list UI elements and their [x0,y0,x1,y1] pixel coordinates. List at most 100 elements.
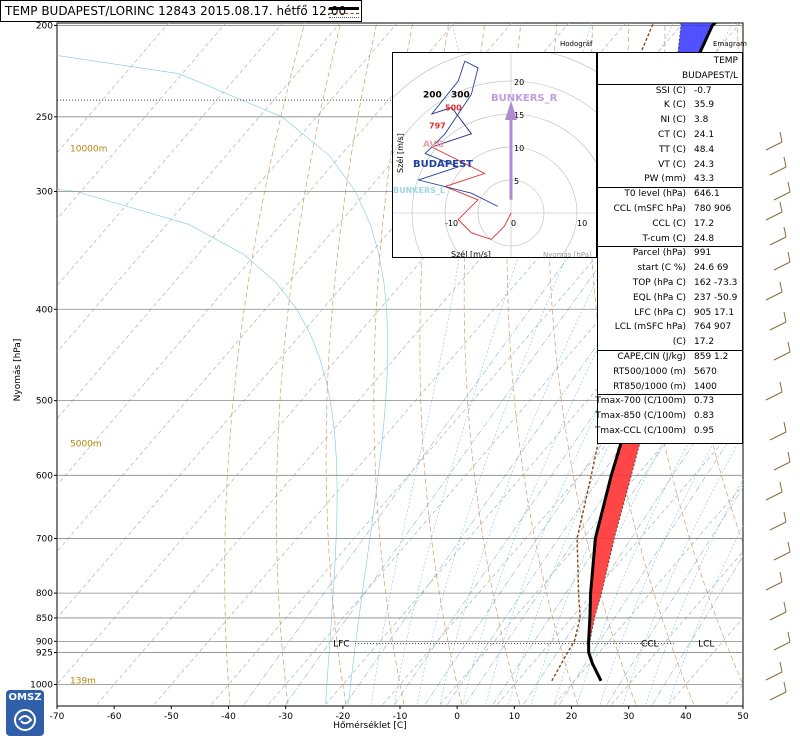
wind-barb [773,631,791,651]
wind-barb [773,251,791,271]
isotherm-line [96,23,684,705]
table-row-value: 991 [694,248,712,259]
table-row-value: 5670 [694,366,717,377]
wind-barb [765,571,783,591]
table-row-label: VT (C) [658,159,686,170]
table-row-label: TOP (hPa C) [632,278,686,288]
dry-adiabat [224,23,306,705]
hodograph-300-label: 300 [451,91,470,101]
table-row: SSI (C) -0.7 [598,85,742,99]
hodograph-tick-label: 0 [511,219,516,228]
table-row-value: 17.2 [694,218,715,229]
table-row-label: CAPE,CIN (J/kg) [617,352,686,362]
table-row: Tmax-CCL (C/100m) 0.95 [594,425,742,439]
table-row-label: Tmax-700 (C/100m) [595,396,686,407]
table-row: PW (mm) 43.3 [598,173,742,187]
mixing-ratio-line [345,139,743,705]
bunkers-arrow-head [505,100,517,120]
table-row: start (C %) 24.6 69 [598,262,742,276]
table-row-value: 1400 [694,381,717,392]
x-tick-label: -40 [221,712,236,722]
table-row-value: 780 906 [694,204,732,214]
table-row-label: Parcel (hPa) [632,248,686,259]
table-row-label: EQL (hPa C) [632,292,686,303]
table-separator [598,394,742,396]
table-row-value: 3.8 [694,115,709,126]
isotherm-line [153,23,741,705]
hodograph-tick-label: 10 [577,219,587,228]
table-row-value: 0.73 [694,396,715,407]
x-tick-label: -20 [335,712,350,722]
height-label: 139m [70,676,96,686]
table-row: TT (C) 48.4 [598,144,742,158]
table-row-label: TEMP [713,56,738,66]
x-tick-label: -50 [164,712,179,722]
dry-adiabat [276,23,342,705]
x-axis-label: Hőmérséklet [C] [333,720,406,731]
y-tick-label: 200 [36,21,53,31]
table-row: Tmax-850 (C/100m) 0.83 [595,410,742,424]
isotherm-line [325,218,743,705]
table-row: Tmax-700 (C/100m) 0.73 [595,395,742,409]
dry-adiabat [325,23,378,705]
cape-area [588,94,690,645]
stability-index-table: TEMP BUDAPEST/L SSI (C) -0.7 K (C) 35.9 NI (C)… [594,52,743,444]
wind-barb [769,511,787,531]
table-row-label: start (C %) [637,263,686,274]
table-separator [598,246,742,248]
table-row-label: LFC (hPa C) [634,307,686,318]
lfc-label: LFC [333,640,349,650]
ccl-label: CCL [641,640,659,650]
logo-text: OMSZ [8,692,42,703]
wind-barb [773,451,791,471]
hodograph-y-label: Szél [m/s] [395,133,405,173]
table-row-label: CCL (mSFC hPa) [613,204,686,214]
wind-barb [769,421,787,441]
y-tick-label: 700 [36,534,53,544]
table-separator [598,187,742,189]
table-row: RT500/1000 (m) 5670 [598,366,742,380]
wind-barb [765,481,783,501]
lcl-label: LCL [698,640,714,650]
x-tick-label: 20 [566,712,578,722]
hodograph-500-label: 500 [445,104,462,113]
hodograph-panel: 20 15 10 5 -10 0 10 Szél [m/s] Szél [m/s] Nyomás … [345,47,677,379]
x-tick-label: 50 [737,712,749,722]
mixing-ratio-line [523,368,743,705]
table-row: CAPE,CIN (J/kg) 859 1.2 [598,351,742,365]
table-row-value: 162 -73.3 [694,278,738,288]
table-row: TEMP [598,55,742,69]
isotherm-line [554,484,743,705]
table-separator [598,83,742,85]
isotherm-line [57,23,570,619]
table-row-value: -0.7 [694,85,712,96]
x-tick-label: 30 [623,712,635,722]
table-row-value: 237 -50.9 [694,292,738,303]
table-row: NI (C) 3.8 [598,114,742,128]
hodograph-avg-label: AVG [423,140,444,150]
isotherm-line [57,23,512,553]
y-tick-label: 600 [36,471,53,481]
x-tick-label: -60 [107,712,122,722]
hodograph-tick-label: 10 [514,144,524,153]
table-row-value: 24.8 [694,233,715,244]
table-row-label: K (C) [663,100,686,111]
table-row-value: 0.95 [694,426,715,436]
table-separator [598,350,742,351]
table-row: RT850/1000 (m) 1400 [598,381,742,395]
table-row: K (C) 35.9 [598,99,742,113]
table-row-label: Tmax-CCL (C/100m) [594,426,686,436]
wind-barb [769,681,787,701]
hodograph-station-label: BUDAPEST [413,159,473,170]
table-row-value: 24.1 [694,130,715,140]
wind-barb [773,541,791,561]
table-row-label: RT850/1000 (m) [613,381,686,392]
table-row-value: 24.6 69 [694,263,729,274]
table-row-label: PW (mm) [644,174,686,185]
table-row-value: 17.2 [694,337,715,348]
wind-barb [769,226,787,246]
table-row: CT (C) 24.1 [598,129,742,143]
table-row-label: CT (C) [658,130,686,140]
table-row-label: T0 level (hPa) [624,189,686,200]
wind-barb [769,311,787,331]
